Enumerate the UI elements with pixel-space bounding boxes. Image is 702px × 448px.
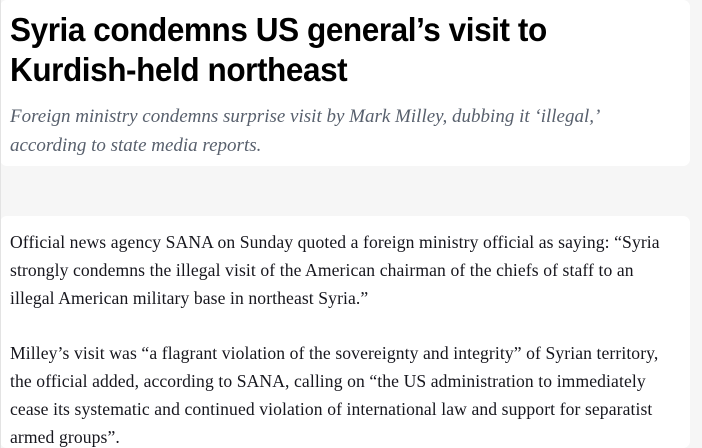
article-paragraph: Milley’s visit was “a flagrant violation… — [10, 343, 659, 447]
left-edge-rule — [0, 0, 1, 448]
page-title: Syria condemns US general’s visit to Kur… — [10, 11, 547, 88]
article-standfirst: Foreign ministry condemns surprise visit… — [10, 106, 599, 156]
article-paragraph: Official news agency SANA on Sunday quot… — [10, 232, 660, 308]
article-header-card: Syria condemns US general’s visit to Kur… — [0, 0, 690, 166]
article-body-card: Official news agency SANA on Sunday quot… — [0, 216, 690, 448]
